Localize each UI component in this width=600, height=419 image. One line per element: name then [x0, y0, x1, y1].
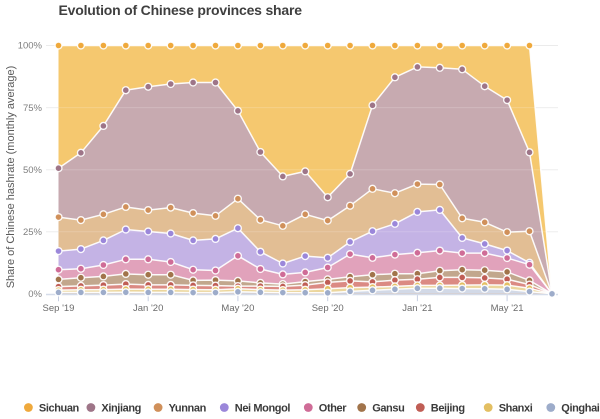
svg-text:May '20: May '20 — [221, 303, 254, 314]
svg-text:Beijing: Beijing — [431, 403, 465, 415]
svg-text:100%: 100% — [18, 41, 43, 52]
svg-text:Sichuan: Sichuan — [39, 403, 80, 415]
svg-text:Qinghai: Qinghai — [561, 403, 599, 415]
svg-text:Nei Mongol: Nei Mongol — [235, 403, 291, 415]
svg-text:Shanxi: Shanxi — [499, 403, 533, 415]
svg-text:Share of Chinese hashrate (mon: Share of Chinese hashrate (monthly avera… — [5, 66, 17, 289]
svg-text:75%: 75% — [23, 103, 43, 114]
svg-text:Sep '19: Sep '19 — [43, 303, 75, 314]
svg-text:Gansu: Gansu — [372, 403, 404, 415]
svg-text:Evolution of Chinese provinces: Evolution of Chinese provinces share — [59, 2, 303, 18]
svg-text:Jan '20: Jan '20 — [133, 303, 163, 314]
svg-text:50%: 50% — [23, 165, 43, 176]
svg-text:0%: 0% — [28, 289, 42, 300]
svg-text:Other: Other — [319, 403, 347, 415]
svg-text:May '21: May '21 — [491, 303, 524, 314]
svg-text:Sep '20: Sep '20 — [312, 303, 344, 314]
svg-text:25%: 25% — [23, 227, 43, 238]
svg-text:Xinjiang: Xinjiang — [101, 403, 141, 415]
svg-text:Jan '21: Jan '21 — [402, 303, 432, 314]
svg-text:Yunnan: Yunnan — [169, 403, 207, 415]
